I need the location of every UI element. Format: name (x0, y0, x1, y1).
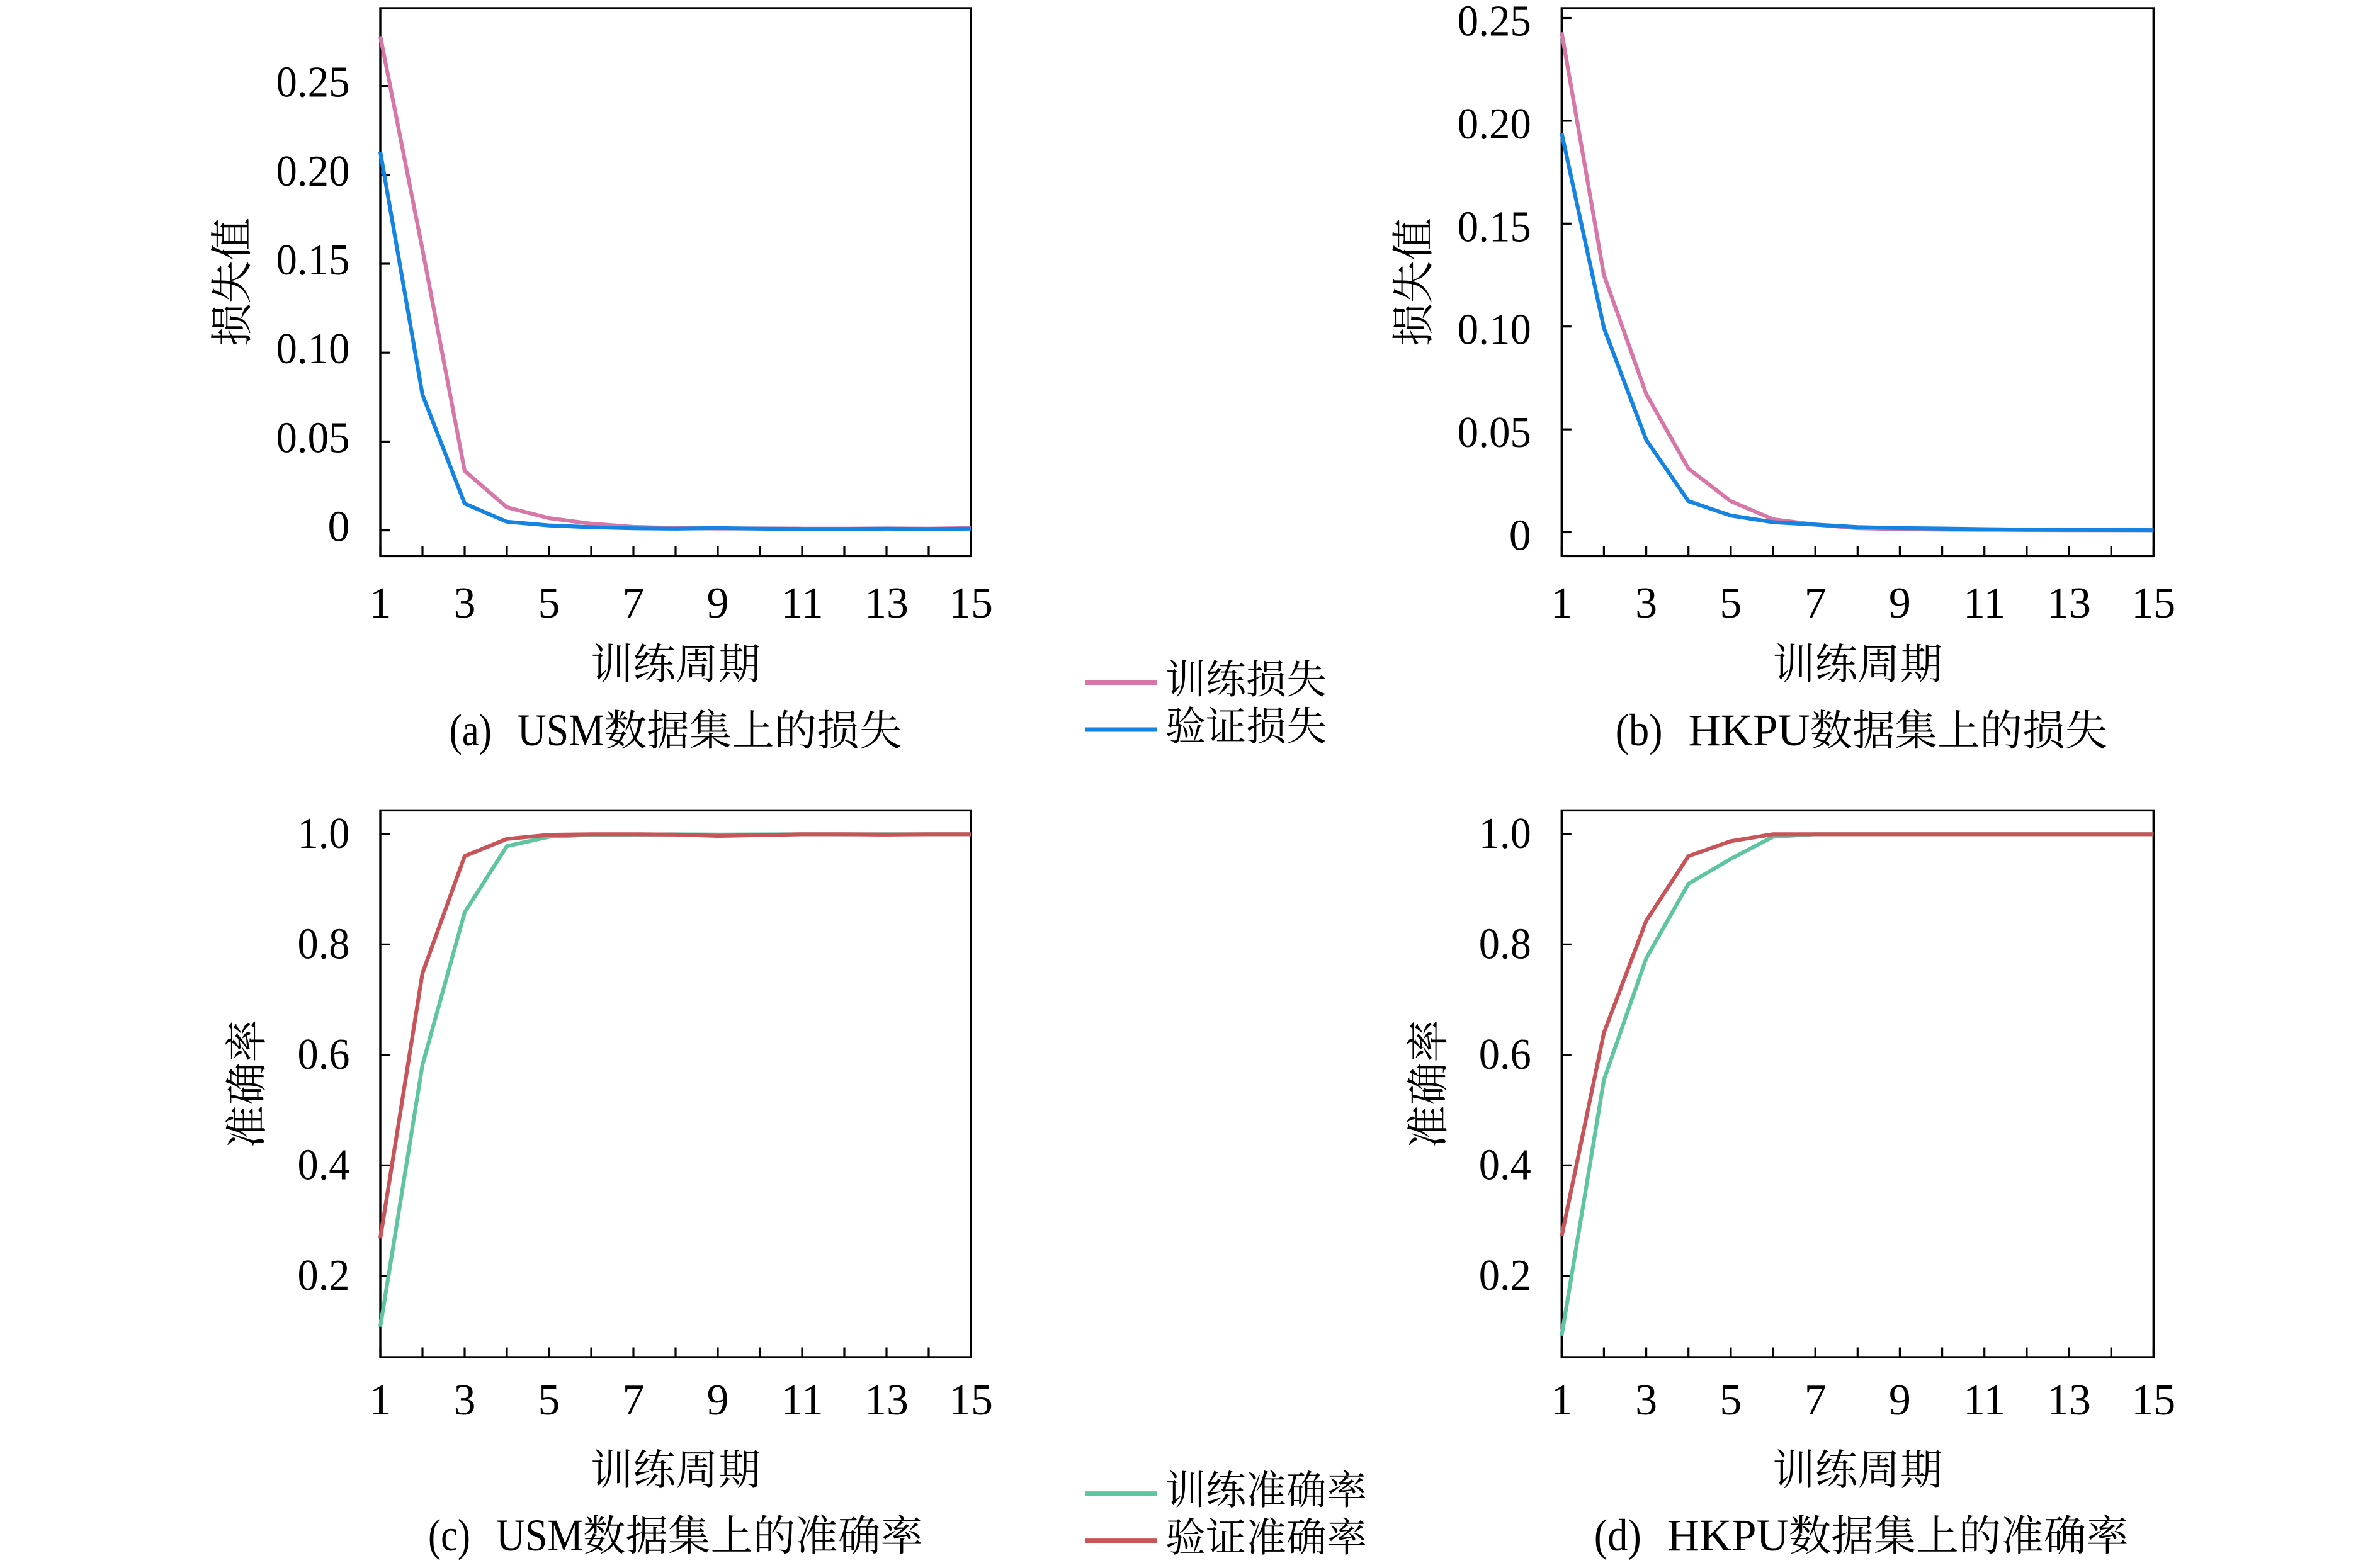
svg-text:0.05: 0.05 (276, 414, 350, 462)
svg-text:1: 1 (370, 1376, 392, 1425)
svg-text:11: 11 (1963, 579, 2005, 628)
svg-text:0.25: 0.25 (276, 59, 350, 107)
svg-text:5: 5 (538, 1376, 560, 1425)
svg-text:9: 9 (1889, 1376, 1911, 1425)
svg-text:15: 15 (2131, 579, 2175, 628)
svg-text:9: 9 (707, 1376, 729, 1425)
svg-text:0.05: 0.05 (1458, 409, 1531, 457)
svg-text:7: 7 (623, 579, 645, 628)
svg-text:0.10: 0.10 (276, 325, 350, 373)
svg-text:0.20: 0.20 (1458, 100, 1531, 149)
svg-text:15: 15 (2131, 1376, 2175, 1425)
svg-text:0.10: 0.10 (1458, 306, 1531, 354)
svg-text:11: 11 (781, 579, 823, 628)
svg-text:5: 5 (1720, 1376, 1742, 1425)
svg-text:0.8: 0.8 (298, 920, 350, 968)
svg-text:5: 5 (1720, 579, 1742, 628)
svg-text:15: 15 (949, 579, 993, 628)
svg-text:(d): (d) (1594, 1510, 1641, 1560)
svg-text:0.25: 0.25 (1458, 0, 1531, 46)
svg-text:0.4: 0.4 (298, 1141, 350, 1189)
svg-text:13: 13 (864, 1376, 909, 1425)
svg-text:3: 3 (454, 1376, 476, 1425)
svg-text:1: 1 (1551, 1376, 1573, 1425)
svg-text:HKPU: HKPU (1689, 705, 1810, 755)
svg-text:USM: USM (518, 705, 604, 755)
svg-text:HKPU: HKPU (1667, 1510, 1789, 1560)
svg-text:(c): (c) (428, 1510, 470, 1560)
svg-text:9: 9 (707, 579, 729, 628)
svg-text:0.8: 0.8 (1479, 920, 1531, 968)
svg-text:USM: USM (496, 1510, 583, 1560)
svg-text:3: 3 (454, 579, 476, 628)
svg-text:7: 7 (1805, 579, 1827, 628)
svg-text:11: 11 (1963, 1376, 2005, 1425)
svg-text:3: 3 (1635, 1376, 1657, 1425)
svg-text:0: 0 (1509, 512, 1531, 560)
svg-text:7: 7 (1805, 1376, 1827, 1425)
svg-text:15: 15 (949, 1376, 993, 1425)
svg-text:3: 3 (1635, 579, 1657, 628)
svg-text:0.20: 0.20 (276, 147, 350, 196)
svg-text:1: 1 (1551, 579, 1573, 628)
svg-text:0.15: 0.15 (276, 236, 350, 285)
svg-text:0.15: 0.15 (1458, 203, 1531, 251)
svg-text:7: 7 (623, 1376, 645, 1425)
svg-text:5: 5 (538, 579, 560, 628)
svg-text:0.6: 0.6 (1479, 1030, 1531, 1079)
svg-text:1.0: 1.0 (1479, 810, 1531, 858)
svg-text:9: 9 (1889, 579, 1911, 628)
svg-text:13: 13 (2047, 1376, 2091, 1425)
svg-text:(a): (a) (450, 705, 492, 755)
svg-text:13: 13 (2047, 579, 2091, 628)
svg-text:11: 11 (781, 1376, 823, 1425)
svg-text:1.0: 1.0 (298, 810, 350, 858)
svg-text:0: 0 (328, 503, 350, 551)
svg-text:(b): (b) (1616, 705, 1663, 755)
svg-text:13: 13 (864, 579, 909, 628)
svg-text:0.2: 0.2 (298, 1251, 350, 1300)
svg-text:0.4: 0.4 (1479, 1141, 1531, 1189)
svg-text:0.2: 0.2 (1479, 1251, 1531, 1300)
svg-text:1: 1 (370, 579, 392, 628)
svg-text:0.6: 0.6 (298, 1030, 350, 1079)
